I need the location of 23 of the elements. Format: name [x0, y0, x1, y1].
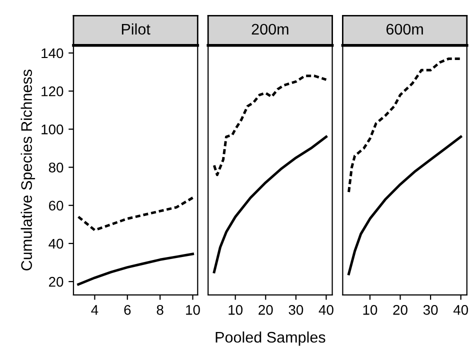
y-tick-label: 20	[49, 276, 64, 287]
x-tick-label: 40	[318, 304, 334, 315]
y-tick-label: 80	[48, 162, 64, 172]
x-tick-label: 10	[363, 304, 378, 315]
x-tick-label: 10	[228, 304, 243, 315]
y-tick-label: 100	[42, 124, 64, 134]
chart-title: 200m	[252, 24, 288, 35]
y-tick-label: 120	[42, 86, 64, 96]
y-tick-label: 140	[42, 48, 64, 58]
x-tick-label: 30	[423, 304, 438, 315]
y-tick-label: 60	[49, 200, 64, 211]
chart-title: 600m	[386, 24, 423, 35]
x-tick-label: 6	[124, 304, 131, 315]
x-tick-label: 4	[91, 305, 98, 315]
x-tick-label: 40	[453, 304, 468, 315]
x-axis-title: Pooled Samples	[216, 331, 326, 346]
x-tick-label: 20	[393, 304, 408, 315]
y-tick-label: 40	[48, 238, 64, 249]
x-tick-label: 30	[288, 304, 304, 315]
x-tick-label: 10	[186, 304, 200, 315]
y-axis-title: Cumulative Species Richness	[20, 70, 36, 270]
x-tick-label: 8	[156, 304, 164, 315]
x-tick-label: 20	[258, 304, 273, 315]
